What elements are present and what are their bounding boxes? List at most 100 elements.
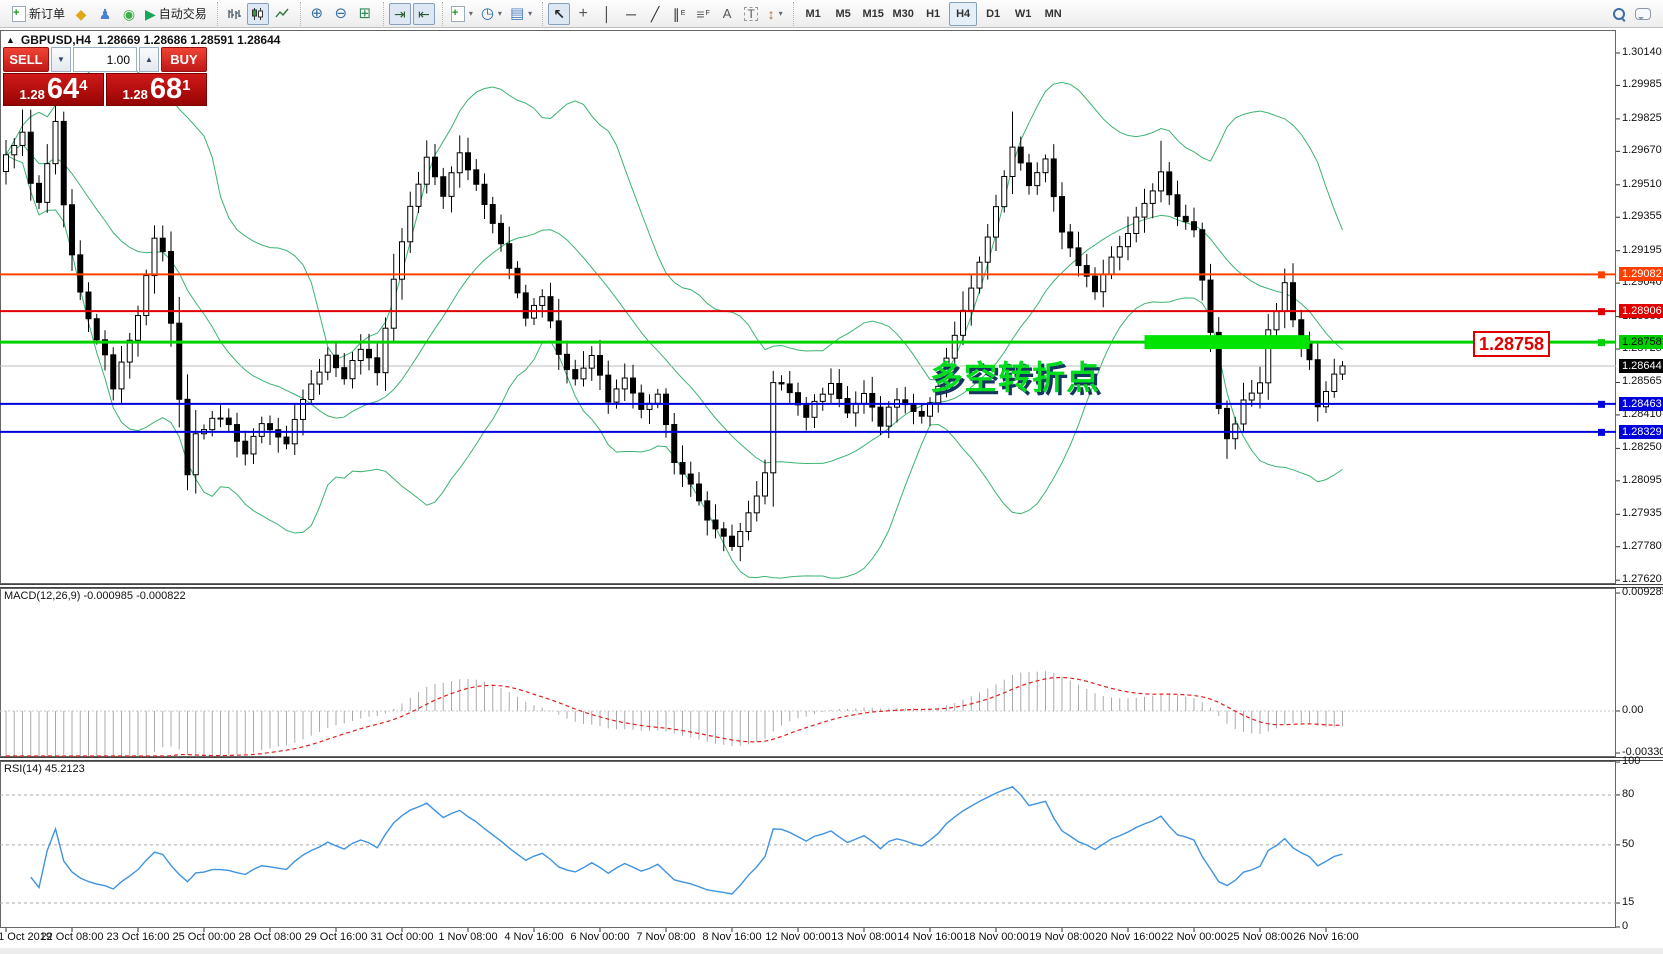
zoom-out-icon: ⊖ — [334, 5, 348, 22]
arrows-dropdown-icon[interactable]: ▾ — [778, 9, 783, 18]
volume-input[interactable]: 1.00 — [73, 47, 137, 72]
price-axis-tick: 1.29670 — [1622, 144, 1662, 157]
templates-dropdown-icon[interactable]: ▾ — [528, 9, 533, 18]
price-badge-1.28644: 1.28644 — [1619, 358, 1663, 373]
chart-window: ▲ GBPUSD,H4 1.28669 1.28686 1.28591 1.28… — [0, 28, 1663, 954]
timeframe-button-m1[interactable]: M1 — [805, 7, 821, 20]
chart-title: ▲ GBPUSD,H4 1.28669 1.28686 1.28591 1.28… — [6, 33, 280, 47]
auto-scroll-icon: ⇥ — [393, 5, 406, 22]
search-icon — [1613, 7, 1625, 20]
search-button[interactable] — [1608, 3, 1630, 25]
time-axis-label: 18 Nov 00:00 — [963, 931, 1029, 943]
indicators-add-icon: + — [450, 5, 465, 22]
toolbar-group-charttype — [216, 1, 298, 26]
time-axis-label: 14 Nov 16:00 — [897, 931, 963, 943]
sell-button[interactable]: SELL — [3, 47, 49, 72]
volume-increase-button[interactable]: ▲ — [139, 47, 159, 72]
chat-button[interactable] — [1632, 3, 1654, 25]
time-axis-label: 1 Nov 08:00 — [438, 931, 498, 943]
price-axis-tick: 1.29355 — [1622, 210, 1662, 223]
timeframe-button-mn[interactable]: MN — [1044, 7, 1062, 20]
time-axis-label: 29 Oct 16:00 — [304, 931, 368, 943]
time-axis-label: 23 Oct 16:00 — [106, 931, 170, 943]
fibonacci-button[interactable]: ≡ F — [692, 3, 714, 25]
line-chart-button[interactable] — [271, 3, 293, 25]
spin-down-icon: ▼ — [57, 55, 65, 64]
tile-windows-icon: ⊞ — [358, 5, 372, 22]
template-icon: ▤ — [509, 5, 525, 22]
text-button[interactable]: A — [716, 3, 738, 25]
cursor-button[interactable]: ↖ — [548, 2, 571, 25]
time-axis-label: 7 Nov 08:00 — [636, 931, 696, 943]
autotrading-button[interactable]: ▶ 自动交易 — [142, 3, 210, 25]
timeframe-button-w1[interactable]: W1 — [1014, 7, 1032, 20]
label-button[interactable]: T — [740, 3, 762, 25]
time-axis-label: 31 Oct 00:00 — [370, 931, 434, 943]
price-chart[interactable] — [0, 28, 1663, 954]
candlestick-chart-button[interactable] — [246, 2, 269, 25]
timeframe-button-d1[interactable]: D1 — [986, 7, 1001, 20]
autotrading-icon: ▶ — [145, 5, 156, 22]
indicators-button[interactable]: + ▾ — [448, 3, 476, 25]
sell-price-display[interactable]: 1.28 64 4 — [3, 73, 104, 106]
zoom-in-icon: ⊕ — [310, 5, 324, 22]
zoom-in-button[interactable]: ⊕ — [306, 3, 328, 25]
macd-indicator-label: MACD(12,26,9) -0.000985 -0.000822 — [4, 590, 186, 602]
timeframe-button-m15[interactable]: M15 — [862, 7, 884, 20]
sell-price-big: 64 — [46, 73, 80, 105]
timeframe-button-m30[interactable]: M30 — [892, 7, 914, 20]
timeframe-button-m5[interactable]: M5 — [835, 7, 851, 20]
vertical-line-icon: │ — [602, 5, 612, 22]
time-axis-label: 20 Nov 16:00 — [1095, 931, 1161, 943]
horizontal-line-button[interactable]: ─ — [620, 3, 642, 25]
trendline-button[interactable]: ╱ — [644, 3, 666, 25]
auto-scroll-button[interactable]: ⇥ — [388, 2, 411, 25]
macd-axis-tick: 0.009285 — [1622, 586, 1663, 599]
price-axis-tick: 1.30140 — [1622, 46, 1662, 58]
price-axis-tick: 1.27780 — [1622, 539, 1662, 552]
vertical-line-button[interactable]: │ — [596, 3, 618, 25]
buy-price-display[interactable]: 1.28 68 1 — [106, 73, 207, 106]
chart-annotation-text[interactable]: 多空转折点 — [930, 359, 1100, 396]
timeframe-button-h1[interactable]: H1 — [926, 7, 941, 20]
arrows-button[interactable]: ↕ ▾ — [764, 3, 786, 25]
price-axis-tick: 1.29985 — [1622, 78, 1662, 91]
trade-controls-row: SELL ▼ 1.00 ▲ BUY — [3, 47, 207, 72]
expert-button[interactable]: ◆ — [70, 3, 92, 25]
volume-decrease-button[interactable]: ▼ — [51, 47, 71, 72]
periods-dropdown-icon[interactable]: ▾ — [497, 9, 502, 18]
chart-shift-button[interactable]: ⇤ — [412, 2, 435, 25]
arrows-icon: ↕ — [767, 5, 775, 22]
sell-price-sup: 4 — [79, 77, 88, 94]
collapse-panel-icon[interactable]: ▲ — [6, 35, 15, 45]
tile-windows-button[interactable]: ⊞ — [354, 3, 376, 25]
time-axis-label: 28 Oct 08:00 — [238, 931, 302, 943]
price-badge-1.28329: 1.28329 — [1619, 424, 1663, 439]
price-badge-1.28758: 1.28758 — [1619, 335, 1663, 350]
chart-ohlc-values: 1.28669 1.28686 1.28591 1.28644 — [96, 33, 281, 47]
macd-axis-tick: -0.003305 — [1622, 745, 1663, 758]
spin-up-icon: ▲ — [145, 55, 153, 64]
signals-button[interactable]: ◉ — [118, 3, 140, 25]
templates-button[interactable]: ▤ ▾ — [507, 3, 535, 25]
zoom-out-button[interactable]: ⊖ — [330, 3, 352, 25]
timeframe-button-h4[interactable]: H4 — [949, 1, 978, 26]
price-callout-label[interactable]: 1.28758 — [1473, 331, 1551, 357]
horizontal-line-icon: ─ — [626, 5, 637, 22]
indicators-dropdown-icon[interactable]: ▾ — [468, 9, 473, 18]
new-order-button[interactable]: + 新订单 — [9, 3, 68, 25]
rsi-axis-tick: 50 — [1622, 837, 1635, 850]
price-axis-tick: 1.29825 — [1622, 111, 1662, 124]
bar-chart-button[interactable] — [223, 3, 245, 25]
toolbar-group-zoom: ⊕ ⊖ ⊞ — [299, 1, 381, 26]
periods-button[interactable]: ◷ ▾ — [478, 3, 505, 25]
buy-button[interactable]: BUY — [161, 47, 207, 72]
time-axis-label: 13 Nov 08:00 — [831, 931, 897, 943]
account-button[interactable]: ♟ — [94, 3, 116, 25]
equidistant-channel-button[interactable]: ∥ E — [668, 3, 690, 25]
price-axis[interactable]: 1.30140 1.29985 1.29825 1.29670 1.29510 1.293… — [1617, 28, 1663, 954]
crosshair-button[interactable]: + — [572, 3, 594, 25]
timeframe-bar: M1 M5 M15 M30 H1 H4 D1 W1 MN — [793, 1, 1072, 26]
